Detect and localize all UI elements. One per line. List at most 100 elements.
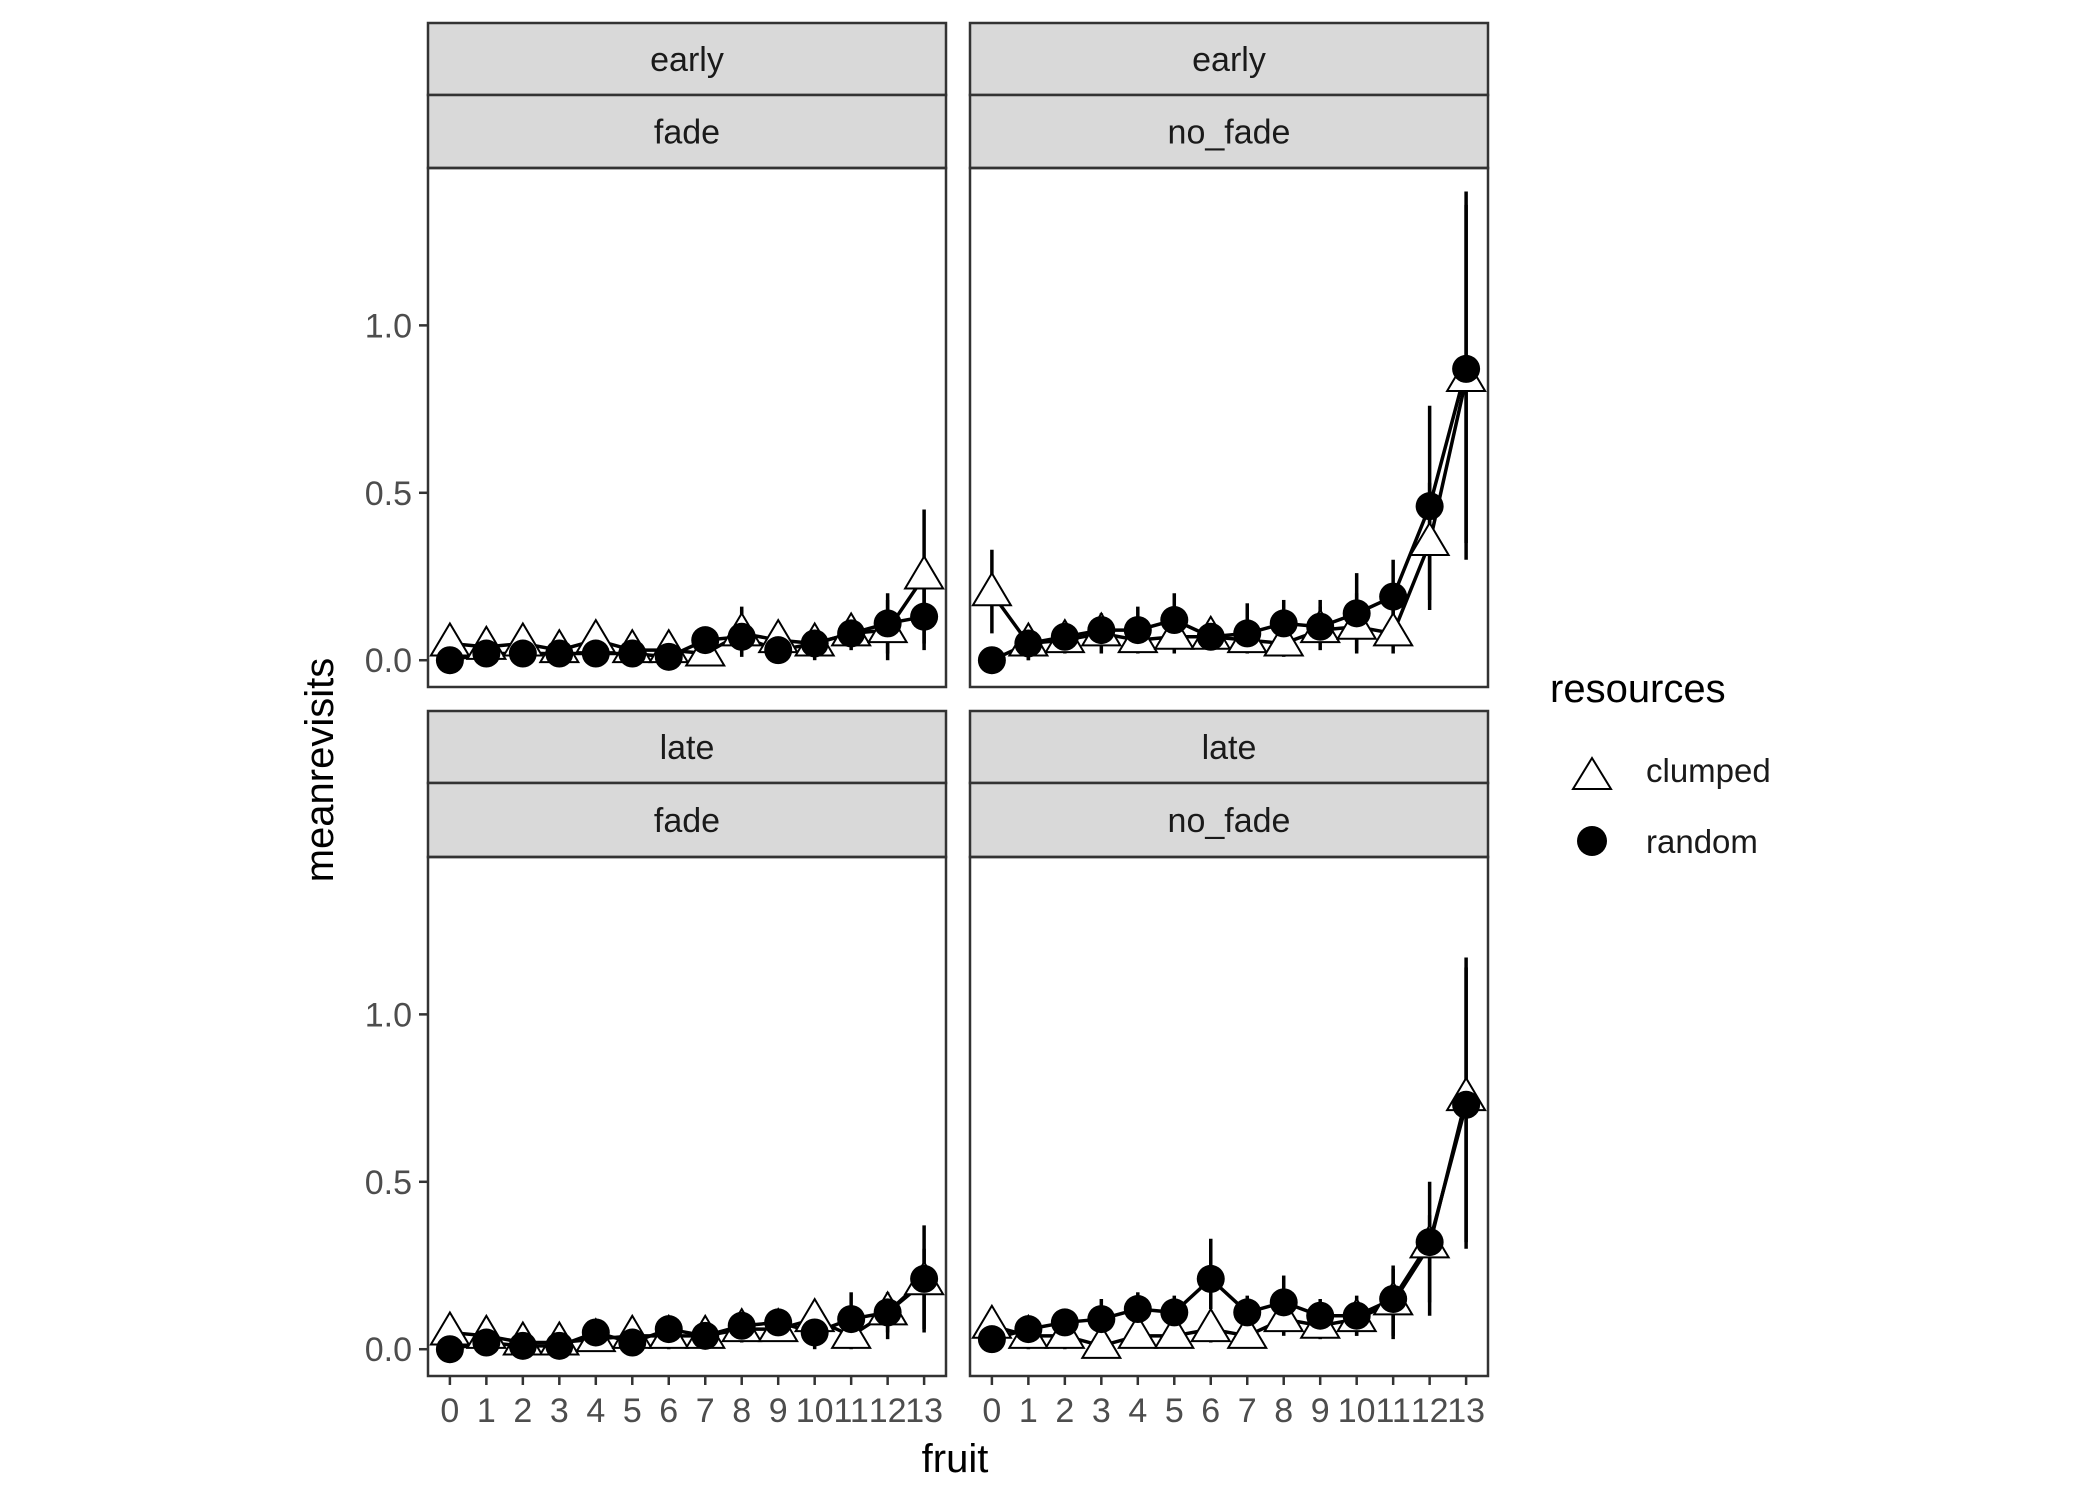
data-point-random bbox=[435, 646, 464, 675]
y-tick-label: 1.0 bbox=[365, 996, 412, 1034]
data-point-random bbox=[837, 1305, 866, 1334]
data-point-random bbox=[691, 1321, 720, 1350]
legend-title: resources bbox=[1550, 667, 1726, 711]
data-point-random bbox=[800, 629, 829, 658]
data-point-random bbox=[764, 1308, 793, 1337]
panel-border bbox=[968, 166, 1490, 689]
x-tick-label: 6 bbox=[1201, 1392, 1220, 1430]
x-tick-label: 11 bbox=[1376, 1392, 1411, 1430]
facet-strip-top-label: late bbox=[1202, 729, 1257, 767]
y-tick-label: 0.0 bbox=[365, 642, 412, 680]
data-point-random bbox=[910, 1264, 939, 1293]
x-axis-title: fruit bbox=[922, 1437, 989, 1481]
data-point-random bbox=[508, 639, 537, 668]
data-point-clumped bbox=[1190, 1307, 1232, 1343]
x-tick-label: 7 bbox=[1238, 1392, 1257, 1430]
data-point-random bbox=[1342, 1301, 1371, 1330]
data-point-random bbox=[618, 1328, 647, 1357]
facet-strip-bottom bbox=[426, 781, 948, 859]
panel-border bbox=[968, 855, 1490, 1378]
y-axis-title: meanrevisits bbox=[298, 658, 342, 883]
y-tick-label: 1.0 bbox=[365, 307, 412, 345]
panel-border bbox=[426, 166, 948, 689]
x-tick-label: 2 bbox=[1055, 1392, 1074, 1430]
x-tick-label: 10 bbox=[796, 1392, 834, 1430]
data-point-clumped bbox=[1226, 1313, 1268, 1349]
x-tick-label: 4 bbox=[1128, 1392, 1147, 1430]
facet-strip-bottom-label: no_fade bbox=[1168, 802, 1291, 840]
data-point-random bbox=[764, 636, 793, 665]
x-tick-label: 5 bbox=[623, 1392, 642, 1430]
facet-strip-top bbox=[426, 709, 948, 785]
data-point-clumped bbox=[971, 571, 1013, 607]
data-point-random bbox=[618, 639, 647, 668]
facet-strip-top-label: early bbox=[1192, 41, 1266, 79]
x-tick-label: 13 bbox=[905, 1392, 943, 1430]
facet-strip-top bbox=[968, 21, 1490, 97]
data-point-random bbox=[1452, 1090, 1481, 1119]
data-point-random bbox=[1342, 599, 1371, 628]
data-point-random bbox=[1160, 1298, 1189, 1327]
y-tick-label: 0.5 bbox=[365, 1164, 412, 1202]
data-point-random bbox=[1123, 616, 1152, 645]
data-point-clumped bbox=[1372, 611, 1414, 647]
data-point-random bbox=[654, 1315, 683, 1344]
data-point-random bbox=[1160, 606, 1189, 635]
facet-strip-bottom bbox=[968, 781, 1490, 859]
data-point-random bbox=[977, 646, 1006, 675]
legend-label-clumped: clumped bbox=[1646, 752, 1771, 789]
data-point-random bbox=[1050, 1308, 1079, 1337]
data-point-random bbox=[1087, 616, 1116, 645]
x-tick-label: 0 bbox=[440, 1392, 459, 1430]
x-tick-label: 8 bbox=[1274, 1392, 1293, 1430]
data-point-random bbox=[435, 1335, 464, 1364]
data-point-random bbox=[508, 1331, 537, 1360]
facet-panel-early-fade: early fade 0.0 0.5 1.0 bbox=[365, 21, 948, 689]
facet-strip-bottom-label: no_fade bbox=[1168, 114, 1291, 152]
x-tick-label: 11 bbox=[834, 1392, 869, 1430]
legend-key-random-circle bbox=[1577, 826, 1607, 856]
data-point-random bbox=[977, 1325, 1006, 1354]
data-point-random bbox=[1379, 1284, 1408, 1313]
facet-strip-top bbox=[426, 21, 948, 97]
facet-panel-early-no_fade: early no_fade bbox=[968, 21, 1490, 689]
y-tick-label: 0.5 bbox=[365, 475, 412, 513]
data-point-clumped bbox=[1153, 1313, 1196, 1349]
data-point-random bbox=[1087, 1305, 1116, 1334]
facet-strip-bottom-label: fade bbox=[654, 114, 720, 152]
legend-key-clumped-triangle bbox=[1571, 756, 1613, 790]
data-point-random bbox=[691, 626, 720, 655]
x-tick-label: 10 bbox=[1338, 1392, 1376, 1430]
data-point-random bbox=[1452, 354, 1481, 383]
x-tick-label: 6 bbox=[659, 1392, 678, 1430]
x-tick-label: 8 bbox=[732, 1392, 751, 1430]
data-point-random bbox=[472, 639, 501, 668]
x-tick-label: 3 bbox=[550, 1392, 569, 1430]
data-point-random bbox=[1014, 629, 1043, 658]
data-point-random bbox=[1196, 1264, 1225, 1293]
data-point-random bbox=[581, 1318, 610, 1347]
data-point-random bbox=[1233, 1298, 1262, 1327]
x-tick-label: 12 bbox=[869, 1392, 907, 1430]
x-tick-label: 7 bbox=[696, 1392, 715, 1430]
data-point-clumped bbox=[1408, 521, 1451, 557]
x-tick-label: 9 bbox=[1311, 1392, 1330, 1430]
x-tick-label: 1 bbox=[477, 1392, 496, 1430]
facet-strip-top-label: late bbox=[660, 729, 715, 767]
x-tick-label: 13 bbox=[1447, 1392, 1485, 1430]
data-point-random bbox=[1014, 1315, 1043, 1344]
data-point-random bbox=[1196, 622, 1225, 651]
x-tick-label: 4 bbox=[586, 1392, 605, 1430]
panels-layer: earlyfade0.00.51.0earlyno_fadelatefade0.… bbox=[365, 21, 1490, 1430]
data-point-random bbox=[545, 639, 574, 668]
x-tick-label: 12 bbox=[1411, 1392, 1449, 1430]
data-point-random bbox=[1269, 609, 1298, 638]
data-point-random bbox=[1306, 1301, 1335, 1330]
facet-strip-top-label: early bbox=[650, 41, 724, 79]
x-tick-label: 0 bbox=[982, 1392, 1001, 1430]
data-point-clumped bbox=[903, 554, 945, 590]
data-point-random bbox=[1306, 612, 1335, 641]
